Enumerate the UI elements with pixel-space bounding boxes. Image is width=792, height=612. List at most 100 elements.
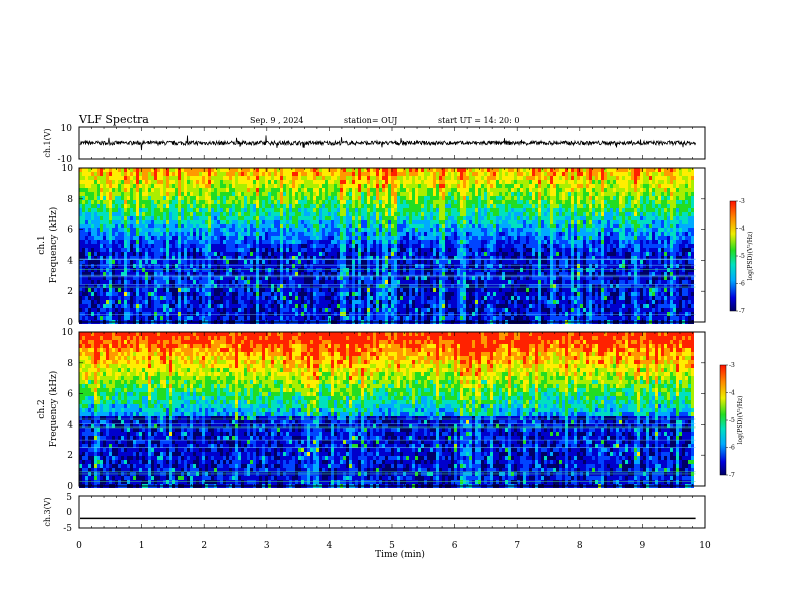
spectrogram-cell xyxy=(340,276,343,280)
spectrogram-cell xyxy=(409,300,412,304)
spectrogram-cell xyxy=(292,232,295,236)
spectrogram-cell xyxy=(193,300,196,304)
spectrogram-cell xyxy=(352,192,355,196)
spectrogram-cell xyxy=(82,272,85,276)
spectrogram-cell xyxy=(283,220,286,224)
spectrogram-cell xyxy=(193,244,196,248)
spectrogram-cell xyxy=(127,256,130,260)
spectrogram-cell xyxy=(445,244,448,248)
spectrogram-cell xyxy=(418,300,421,304)
spectrogram-cell xyxy=(187,196,190,200)
spectrogram-cell xyxy=(271,176,274,180)
spectrogram-cell xyxy=(121,208,124,212)
spectrogram-cell xyxy=(214,312,217,316)
spectrogram-cell xyxy=(382,276,385,280)
spectrogram-cell xyxy=(280,260,283,264)
spectrogram-cell xyxy=(325,308,328,312)
spectrogram-cell xyxy=(304,176,307,180)
spectrogram-cell xyxy=(292,316,295,320)
spectrogram-cell xyxy=(235,176,238,180)
spectrogram-cell xyxy=(394,268,397,272)
spectrogram-cell xyxy=(166,184,169,188)
spectrogram-cell xyxy=(235,200,238,204)
spectrogram-cell xyxy=(286,180,289,184)
spectrogram-cell xyxy=(412,204,415,208)
spectrogram-cell xyxy=(115,188,118,192)
spectrogram-cell xyxy=(241,200,244,204)
spectrogram-cell xyxy=(253,212,256,216)
spectrogram-cell xyxy=(166,304,169,308)
spectrogram-cell xyxy=(313,312,316,316)
spectrogram-cell xyxy=(112,316,115,320)
spectrogram-cell xyxy=(406,192,409,196)
spectrogram-cell xyxy=(85,172,88,176)
spectrogram-cell xyxy=(163,192,166,196)
spectrogram-cell xyxy=(256,300,259,304)
spectrogram-cell xyxy=(334,232,337,236)
spectrogram-cell xyxy=(262,276,265,280)
spectrogram-cell xyxy=(421,292,424,296)
spectrogram-cell xyxy=(412,272,415,276)
spectrogram-cell xyxy=(253,316,256,320)
spectrogram-cell xyxy=(322,188,325,192)
spectrogram-cell xyxy=(430,292,433,296)
spectrogram-cell xyxy=(412,316,415,320)
spectrogram-cell xyxy=(433,252,436,256)
spectrogram-cell xyxy=(352,256,355,260)
spectrogram-cell xyxy=(442,256,445,260)
spectrogram-cell xyxy=(259,172,262,176)
spectrogram-cell xyxy=(82,252,85,256)
spectrogram-cell xyxy=(163,292,166,296)
spectrogram-cell xyxy=(217,236,220,240)
spectrogram-cell xyxy=(139,244,142,248)
spectrogram-cell xyxy=(421,208,424,212)
spectrogram-cell xyxy=(250,256,253,260)
spectrogram-cell xyxy=(235,292,238,296)
spectrogram-cell xyxy=(103,308,106,312)
spectrogram-cell xyxy=(190,280,193,284)
spectrogram-cell xyxy=(268,292,271,296)
spectrogram-cell xyxy=(160,260,163,264)
spectrogram-cell xyxy=(310,216,313,220)
spectrogram-cell xyxy=(178,220,181,224)
spectrogram-cell xyxy=(370,292,373,296)
spectrogram-cell xyxy=(286,168,289,172)
spectrogram-cell xyxy=(214,256,217,260)
spectrogram-cell xyxy=(301,272,304,276)
spectrogram-cell xyxy=(433,292,436,296)
spectrogram-cell xyxy=(370,316,373,320)
spectrogram-cell xyxy=(166,312,169,316)
spectrogram-cell xyxy=(292,196,295,200)
spectrogram-cell xyxy=(337,308,340,312)
spectrogram-cell xyxy=(106,244,109,248)
spectrogram-cell xyxy=(97,260,100,264)
spectrogram-cell xyxy=(445,288,448,292)
spectrogram-cell xyxy=(301,292,304,296)
spectrogram-cell xyxy=(109,240,112,244)
spectrogram-cell xyxy=(115,204,118,208)
spectrogram-cell xyxy=(400,176,403,180)
spectrogram-cell xyxy=(295,240,298,244)
spectrogram-cell xyxy=(307,260,310,264)
spectrogram-cell xyxy=(310,196,313,200)
spectrogram-cell xyxy=(157,240,160,244)
spectrogram-cell xyxy=(169,212,172,216)
spectrogram-cell xyxy=(208,240,211,244)
spectrogram-cell xyxy=(88,212,91,216)
spectrogram-cell xyxy=(343,192,346,196)
spectrogram-cell xyxy=(277,204,280,208)
spectrogram-cell xyxy=(91,276,94,280)
spectrogram-cell xyxy=(145,260,148,264)
spectrogram-cell xyxy=(295,312,298,316)
spectrogram-cell xyxy=(115,172,118,176)
spectrogram-cell xyxy=(160,232,163,236)
spectrogram-cell xyxy=(313,288,316,292)
spectrogram-cell xyxy=(349,240,352,244)
spectrogram-cell xyxy=(394,172,397,176)
spectrogram-cell xyxy=(160,236,163,240)
spectrogram-cell xyxy=(151,268,154,272)
spectrogram-cell xyxy=(217,208,220,212)
spectrogram-cell xyxy=(217,244,220,248)
spectrogram-cell xyxy=(448,240,451,244)
spectrogram-cell xyxy=(160,296,163,300)
